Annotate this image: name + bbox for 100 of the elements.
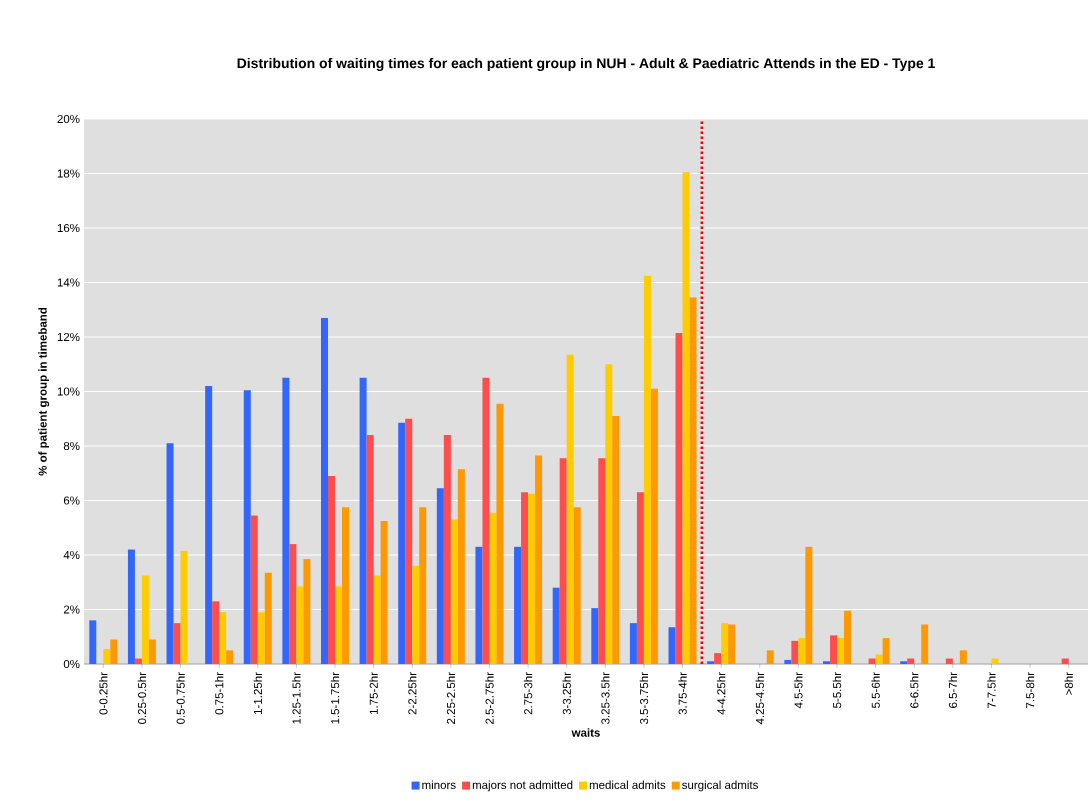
bar — [489, 512, 497, 664]
y-tick-label: 4% — [63, 550, 80, 560]
bar — [766, 650, 774, 664]
bar — [907, 658, 915, 664]
x-tick-label: 3.25-3.5hr — [601, 672, 610, 725]
bar — [166, 443, 174, 664]
bar — [436, 488, 444, 664]
legend-label: minors — [422, 780, 456, 789]
x-tick-label: 2.75-3hr — [523, 672, 533, 715]
bar — [321, 317, 328, 664]
bar — [419, 507, 427, 664]
bar — [450, 519, 458, 664]
y-tick-label: 2% — [63, 605, 80, 614]
bar — [405, 418, 413, 664]
x-tick-label: >8hr — [1064, 672, 1073, 695]
bar — [843, 610, 851, 664]
x-tick-label: 3.75-4hr — [678, 672, 687, 715]
bar — [141, 575, 149, 664]
bar — [303, 559, 311, 664]
y-tick-label: 14% — [57, 278, 80, 287]
bar — [612, 416, 620, 664]
bar — [728, 624, 736, 664]
bar — [289, 544, 297, 664]
y-tick-label: 0% — [63, 659, 80, 669]
legend-label: surgical admits — [682, 780, 758, 792]
x-tick-label: 1.25-1.5hr — [292, 672, 301, 724]
bar — [643, 275, 651, 664]
x-axis-title: waits — [571, 728, 600, 737]
x-tick-label: 6.5-7hr — [948, 672, 958, 708]
x-tick-label: 0-0.25hr — [99, 672, 108, 715]
x-tick-label: 2.5-2.75hr — [485, 672, 494, 724]
bar — [482, 377, 490, 664]
x-tick-label: 1-1.25hr — [253, 672, 262, 714]
bar — [475, 546, 483, 664]
bar — [205, 386, 213, 664]
x-tick-label: 4.5-5hr — [794, 672, 803, 709]
bar — [521, 492, 529, 664]
bar — [805, 546, 813, 664]
bar — [127, 549, 135, 664]
bar — [629, 623, 637, 664]
bar — [496, 403, 504, 664]
bar — [573, 507, 581, 664]
bar — [900, 661, 908, 664]
bar — [282, 377, 290, 664]
bar — [398, 422, 406, 664]
y-tick-label: 12% — [57, 332, 80, 342]
bar — [552, 587, 560, 664]
x-tick-label: 2.25-2.5hr — [446, 672, 456, 724]
bar — [650, 388, 658, 664]
bar — [412, 565, 420, 664]
bar — [535, 455, 543, 664]
bar — [668, 627, 676, 664]
bar — [373, 575, 381, 664]
x-tick-label: 4.25-4.5hr — [755, 672, 764, 725]
bar — [836, 638, 844, 664]
bar — [380, 520, 388, 664]
bar — [134, 658, 142, 664]
bar — [591, 608, 599, 664]
bar — [89, 620, 97, 664]
bar — [359, 377, 367, 664]
bar — [991, 658, 999, 664]
x-tick-label: 7-7.5hr — [987, 672, 996, 708]
y-tick-label: 18% — [57, 169, 80, 178]
bar — [675, 332, 683, 664]
bar — [682, 172, 690, 664]
x-tick-label: 0.25-0.5hr — [137, 672, 147, 724]
x-tick-label: 2-2.25hr — [408, 672, 417, 715]
bar — [791, 640, 799, 664]
bar — [829, 635, 837, 664]
y-tick-label: 6% — [63, 496, 80, 505]
bar — [110, 639, 118, 664]
bar — [689, 297, 697, 664]
y-tick-label: 20% — [57, 114, 80, 124]
x-tick-label: 7.5-8hr — [1025, 672, 1035, 708]
x-tick-label: 4-4.25hr — [716, 672, 726, 715]
bar — [257, 612, 265, 664]
x-tick-label: 0.5-0.75hr — [176, 672, 185, 724]
x-tick-label: 5-5.5hr — [832, 672, 842, 709]
bar — [457, 469, 465, 664]
x-tick-label: 3-3.25hr — [562, 672, 571, 715]
bar — [721, 623, 729, 664]
bar — [707, 661, 715, 664]
bar — [566, 354, 574, 664]
bar — [882, 638, 890, 664]
bar — [598, 458, 606, 664]
bar — [822, 661, 830, 664]
y-tick-label: 16% — [57, 223, 80, 233]
bar — [514, 546, 522, 664]
bar — [636, 492, 644, 664]
bar — [250, 515, 258, 664]
bar — [798, 638, 806, 664]
bar — [366, 435, 374, 664]
bar — [180, 550, 188, 664]
x-tick-label: 3.5-3.75hr — [639, 672, 649, 725]
chart-title: Distribution of waiting times for each patient group in NUH - Adult & Paediatric Attends in the ED - Type 1 — [237, 57, 935, 71]
bar — [528, 493, 536, 664]
legend-label: medical admits — [589, 780, 666, 789]
bar — [264, 572, 272, 664]
y-axis-title: % of patient group in timeband — [38, 307, 50, 476]
legend-label: majors not admitted — [472, 780, 573, 792]
